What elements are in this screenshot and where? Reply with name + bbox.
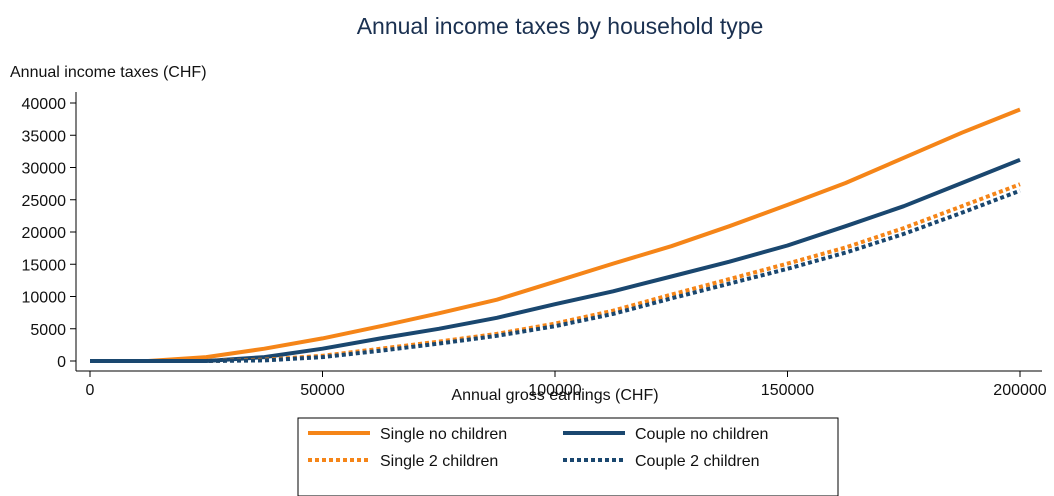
y-tick-label: 30000 [22,161,67,178]
y-tick-label: 0 [57,354,66,371]
x-axis-label: Annual gross earnings (CHF) [451,387,658,404]
x-tick-label: 200000 [993,382,1046,399]
y-tick-label: 35000 [22,128,67,145]
y-tick-label: 40000 [22,96,67,113]
y-tick-label: 5000 [30,322,66,339]
x-tick-label: 150000 [761,382,814,399]
y-tick-label: 25000 [22,193,67,210]
axes: 0 5000 10000 15000 20000 25000 30000 35000 40000… [22,92,1047,399]
y-tick-label: 15000 [22,257,67,274]
y-tick-label: 10000 [22,290,67,307]
x-tick-label: 50000 [300,382,345,399]
series-line-couple-no-children [90,157,1021,363]
legend-label: Couple 2 children [635,453,760,470]
legend: Single no children Couple no children Sing… [297,417,839,496]
series-line-couple-2-children [90,188,1021,363]
x-tick-label: 100000 [528,382,581,399]
legend-label: Couple no children [635,426,768,443]
series-lines [90,107,1021,363]
y-axis-label: Annual income taxes (CHF) [10,64,207,81]
y-tick-label: 20000 [22,225,67,242]
chart-title: Annual income taxes by household type [357,13,764,39]
legend-label: Single no children [380,426,507,443]
legend-label: Single 2 children [380,453,498,470]
series-line-single-no-children [90,107,1021,363]
series-line-single-2-children [90,182,1021,363]
x-tick-label: 0 [86,382,95,399]
